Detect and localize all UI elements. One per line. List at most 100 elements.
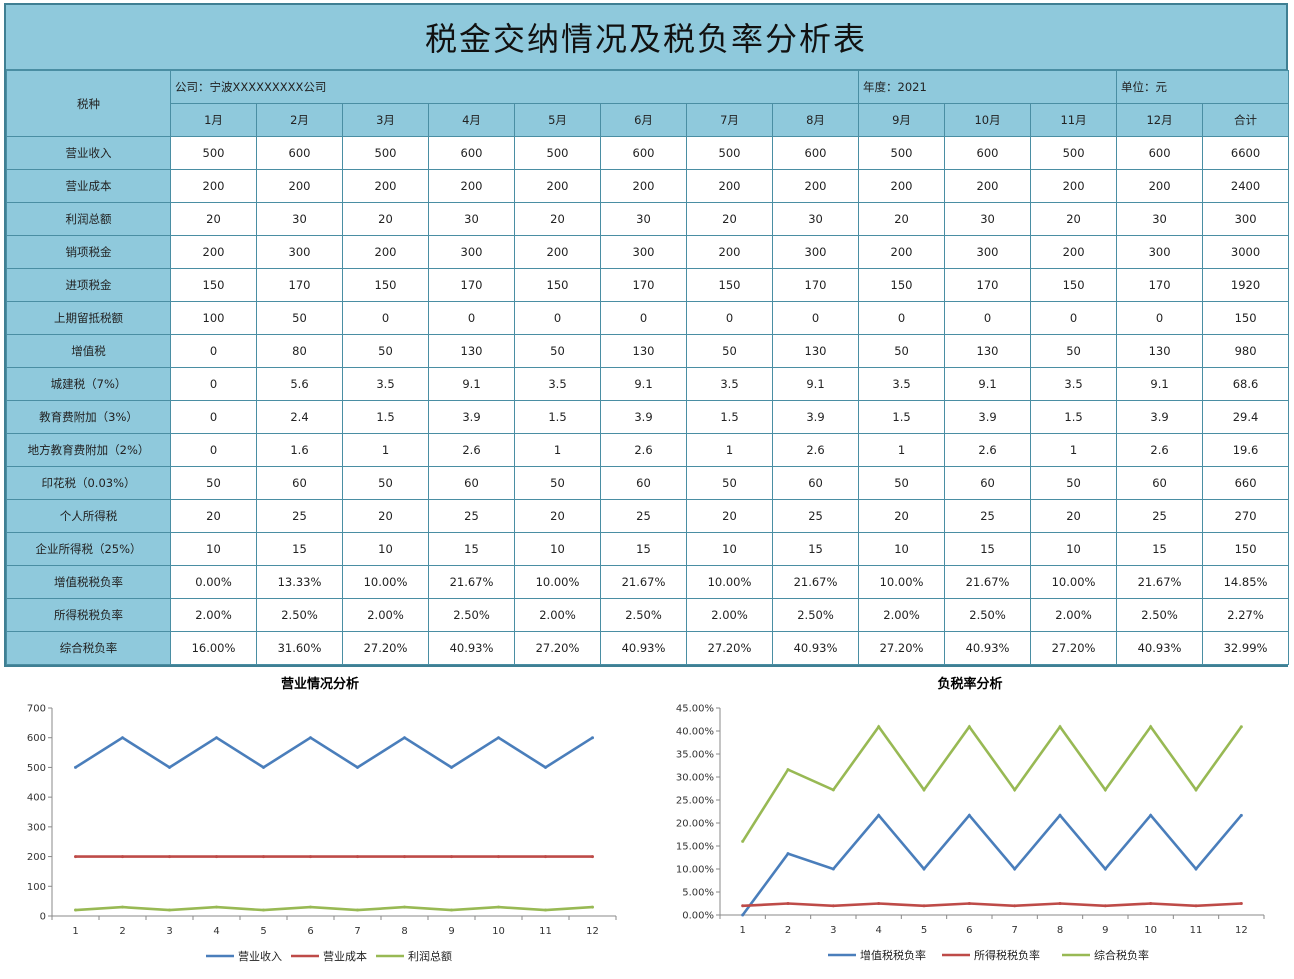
table-cell[interactable]: 15 [944,532,1032,566]
month-header[interactable]: 10月 [944,103,1032,137]
row-label[interactable]: 企业所得税（25%） [6,532,171,566]
table-cell[interactable]: 200 [600,169,687,203]
table-cell[interactable]: 20 [858,499,946,533]
row-label[interactable]: 地方教育费附加（2%） [6,433,171,467]
table-cell[interactable]: 40.93% [1116,631,1204,665]
table-cell[interactable]: 3.9 [771,400,860,434]
row-label[interactable]: 所得税税负率 [6,598,171,632]
table-cell[interactable]: 31.60% [256,631,343,665]
table-cell[interactable]: 600 [428,136,515,170]
table-cell[interactable]: 50 [170,466,257,500]
table-cell[interactable]: 2.6 [944,433,1032,467]
table-cell[interactable]: 0.00% [170,565,257,599]
table-cell[interactable]: 3.5 [514,367,601,401]
table-cell[interactable]: 20 [342,499,429,533]
table-cell[interactable]: 200 [1116,169,1204,203]
table-cell[interactable]: 5.6 [256,367,343,401]
row-label[interactable]: 城建税（7%） [6,367,171,401]
month-header[interactable]: 2月 [256,103,343,137]
month-header[interactable]: 5月 [514,103,601,137]
table-cell[interactable]: 200 [771,169,860,203]
table-cell[interactable]: 0 [170,334,257,368]
table-cell[interactable]: 10 [686,532,773,566]
table-cell[interactable]: 50 [686,466,773,500]
table-cell[interactable]: 170 [944,268,1032,302]
table-cell[interactable]: 170 [771,268,860,302]
table-cell[interactable]: 500 [1030,136,1118,170]
table-cell[interactable]: 20 [514,499,601,533]
table-cell[interactable]: 0 [170,367,257,401]
table-cell[interactable]: 500 [170,136,257,170]
table-cell[interactable]: 60 [600,466,687,500]
table-cell[interactable]: 6600 [1202,136,1290,170]
table-cell[interactable]: 150 [858,268,946,302]
table-cell[interactable]: 1.5 [514,400,601,434]
table-cell[interactable]: 1 [514,433,601,467]
table-cell[interactable]: 21.67% [771,565,860,599]
table-cell[interactable]: 2.00% [686,598,773,632]
table-cell[interactable]: 27.20% [858,631,946,665]
table-cell[interactable]: 30 [256,202,343,236]
table-cell[interactable]: 25 [600,499,687,533]
table-cell[interactable]: 500 [858,136,946,170]
table-cell[interactable]: 60 [771,466,860,500]
table-cell[interactable]: 100 [170,301,257,335]
table-cell[interactable]: 300 [771,235,860,269]
table-cell[interactable]: 150 [1030,268,1118,302]
row-label[interactable]: 教育费附加（3%） [6,400,171,434]
table-cell[interactable]: 200 [858,235,946,269]
table-cell[interactable]: 200 [944,169,1032,203]
table-cell[interactable]: 10 [170,532,257,566]
table-cell[interactable]: 130 [944,334,1032,368]
table-cell[interactable]: 10.00% [342,565,429,599]
table-cell[interactable]: 200 [256,169,343,203]
table-cell[interactable]: 3.9 [600,400,687,434]
table-cell[interactable]: 50 [686,334,773,368]
table-cell[interactable]: 10.00% [858,565,946,599]
table-cell[interactable]: 200 [1030,235,1118,269]
table-cell[interactable]: 2.50% [600,598,687,632]
table-cell[interactable]: 20 [686,202,773,236]
table-cell[interactable]: 130 [771,334,860,368]
table-cell[interactable]: 1 [858,433,946,467]
table-cell[interactable]: 60 [944,466,1032,500]
table-cell[interactable]: 50 [858,334,946,368]
table-cell[interactable]: 2.00% [514,598,601,632]
table-cell[interactable]: 3.5 [342,367,429,401]
table-cell[interactable]: 1.5 [686,400,773,434]
table-cell[interactable]: 200 [342,235,429,269]
table-cell[interactable]: 15 [256,532,343,566]
table-cell[interactable]: 3.5 [686,367,773,401]
table-cell[interactable]: 2400 [1202,169,1290,203]
table-cell[interactable]: 27.20% [686,631,773,665]
table-cell[interactable]: 50 [514,334,601,368]
table-cell[interactable]: 0 [514,301,601,335]
table-cell[interactable]: 170 [1116,268,1204,302]
month-header[interactable]: 12月 [1116,103,1204,137]
table-cell[interactable]: 0 [686,301,773,335]
table-cell[interactable]: 21.67% [1116,565,1204,599]
table-cell[interactable]: 300 [1116,235,1204,269]
row-label[interactable]: 增值税税负率 [6,565,171,599]
table-cell[interactable]: 60 [256,466,343,500]
month-header[interactable]: 11月 [1030,103,1118,137]
table-cell[interactable]: 3.5 [1030,367,1118,401]
table-cell[interactable]: 21.67% [428,565,515,599]
table-cell[interactable]: 2.4 [256,400,343,434]
table-cell[interactable]: 60 [1116,466,1204,500]
table-cell[interactable]: 130 [428,334,515,368]
month-header[interactable]: 1月 [170,103,257,137]
table-cell[interactable]: 2.50% [771,598,860,632]
table-cell[interactable]: 50 [342,334,429,368]
table-cell[interactable]: 1 [342,433,429,467]
table-cell[interactable]: 80 [256,334,343,368]
table-cell[interactable]: 10.00% [514,565,601,599]
table-cell[interactable]: 15 [428,532,515,566]
table-cell[interactable]: 270 [1202,499,1290,533]
row-label[interactable]: 利润总额 [6,202,171,236]
table-cell[interactable]: 30 [944,202,1032,236]
table-cell[interactable]: 25 [771,499,860,533]
table-cell[interactable]: 2.00% [858,598,946,632]
table-cell[interactable]: 20 [170,499,257,533]
row-label[interactable]: 进项税金 [6,268,171,302]
